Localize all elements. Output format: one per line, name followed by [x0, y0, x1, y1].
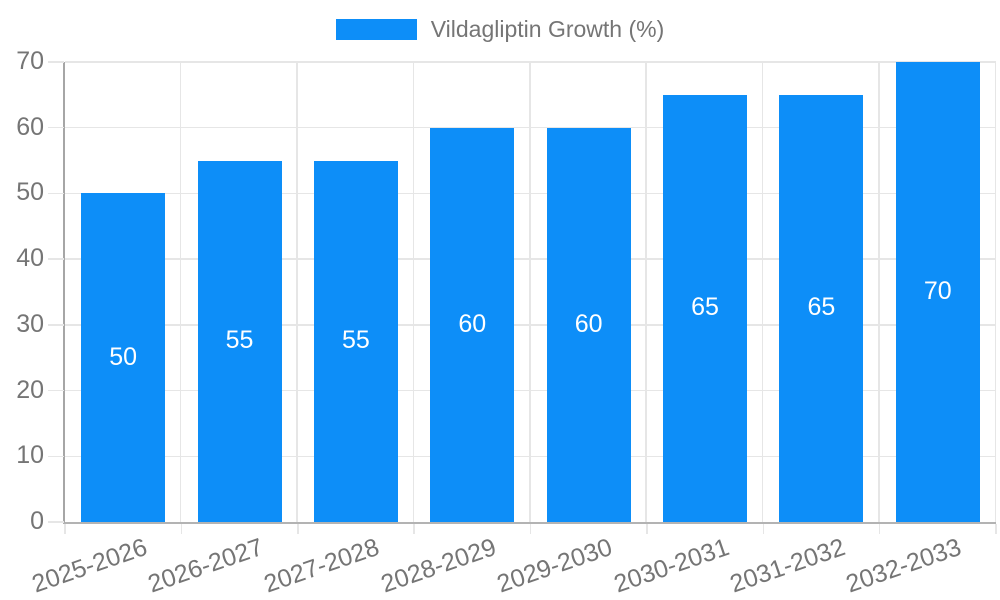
bar-value-label: 55 — [225, 326, 254, 355]
x-tick-label: 2031-2032 — [726, 533, 849, 599]
y-tick-mark — [48, 61, 64, 63]
x-tick-label: 2028-2029 — [377, 533, 500, 599]
x-tick-mark — [646, 524, 648, 534]
gridline-horizontal — [65, 126, 996, 129]
y-tick-label: 20 — [16, 375, 44, 404]
gridline-horizontal — [65, 61, 996, 63]
x-tick-mark — [878, 524, 881, 534]
y-tick-label: 10 — [16, 441, 44, 470]
x-tick-mark — [762, 524, 764, 534]
gridline-vertical — [761, 62, 764, 522]
gridline-vertical — [878, 62, 880, 522]
gridline-vertical — [296, 62, 298, 522]
y-tick-label: 30 — [16, 309, 44, 338]
y-tick-label: 60 — [16, 112, 44, 141]
legend-label: Vildagliptin Growth (%) — [430, 16, 665, 42]
x-tick-mark — [995, 524, 997, 534]
bar-value-label: 60 — [458, 309, 487, 338]
bar: 50 — [81, 193, 166, 522]
y-tick-mark — [48, 258, 64, 260]
y-tick-mark — [48, 521, 64, 523]
gridline-vertical — [994, 62, 996, 522]
bar: 55 — [197, 160, 282, 522]
y-tick-mark — [48, 389, 64, 392]
y-tick-mark — [48, 126, 64, 129]
x-tick-mark — [413, 524, 415, 534]
x-tick-label: 2029-2030 — [493, 533, 616, 599]
x-tick-mark — [297, 524, 299, 534]
bar: 60 — [546, 127, 631, 522]
y-tick-mark — [48, 455, 64, 458]
y-tick-label: 70 — [16, 47, 44, 75]
x-tick-mark — [529, 524, 532, 534]
y-tick-mark — [48, 192, 64, 195]
legend-swatch — [335, 19, 417, 40]
y-tick-label: 40 — [16, 244, 44, 273]
x-tick-mark — [180, 524, 183, 534]
bar-value-label: 60 — [574, 309, 603, 338]
x-tick-label: 2030-2031 — [610, 533, 733, 599]
y-tick-mark — [48, 324, 64, 326]
x-tick-mark — [64, 524, 66, 534]
x-tick-label: 2026-2027 — [144, 533, 267, 599]
plot-area: 50 55 55 60 60 65 65 70 — [63, 61, 996, 524]
x-tick-label: 2032-2033 — [842, 533, 965, 599]
x-tick-label: 2027-2028 — [260, 533, 384, 599]
bar: 60 — [430, 127, 515, 522]
bar: 55 — [313, 160, 398, 522]
gridline-horizontal — [65, 258, 996, 260]
bar: 65 — [663, 94, 748, 522]
bar: 65 — [779, 94, 864, 522]
gridline-vertical — [529, 62, 531, 522]
y-tick-label: 50 — [16, 178, 44, 207]
bar-value-label: 65 — [691, 293, 719, 322]
bar: 70 — [895, 62, 980, 522]
gridline-horizontal — [65, 389, 996, 392]
gridline-vertical — [645, 62, 647, 522]
legend[interactable]: Vildagliptin Growth (%) — [0, 16, 1000, 43]
gridline-horizontal — [65, 455, 996, 458]
y-tick-label: 0 — [30, 507, 44, 535]
gridline-horizontal — [65, 192, 996, 195]
gridline-vertical — [179, 62, 182, 522]
bar-value-label: 70 — [923, 277, 952, 305]
bar-value-label: 65 — [807, 293, 836, 322]
gridline-horizontal — [65, 324, 996, 326]
bar-value-label: 50 — [109, 342, 138, 371]
x-tick-label: 2025-2026 — [28, 533, 151, 599]
gridline-vertical — [412, 62, 415, 522]
bar-value-label: 55 — [342, 326, 370, 355]
